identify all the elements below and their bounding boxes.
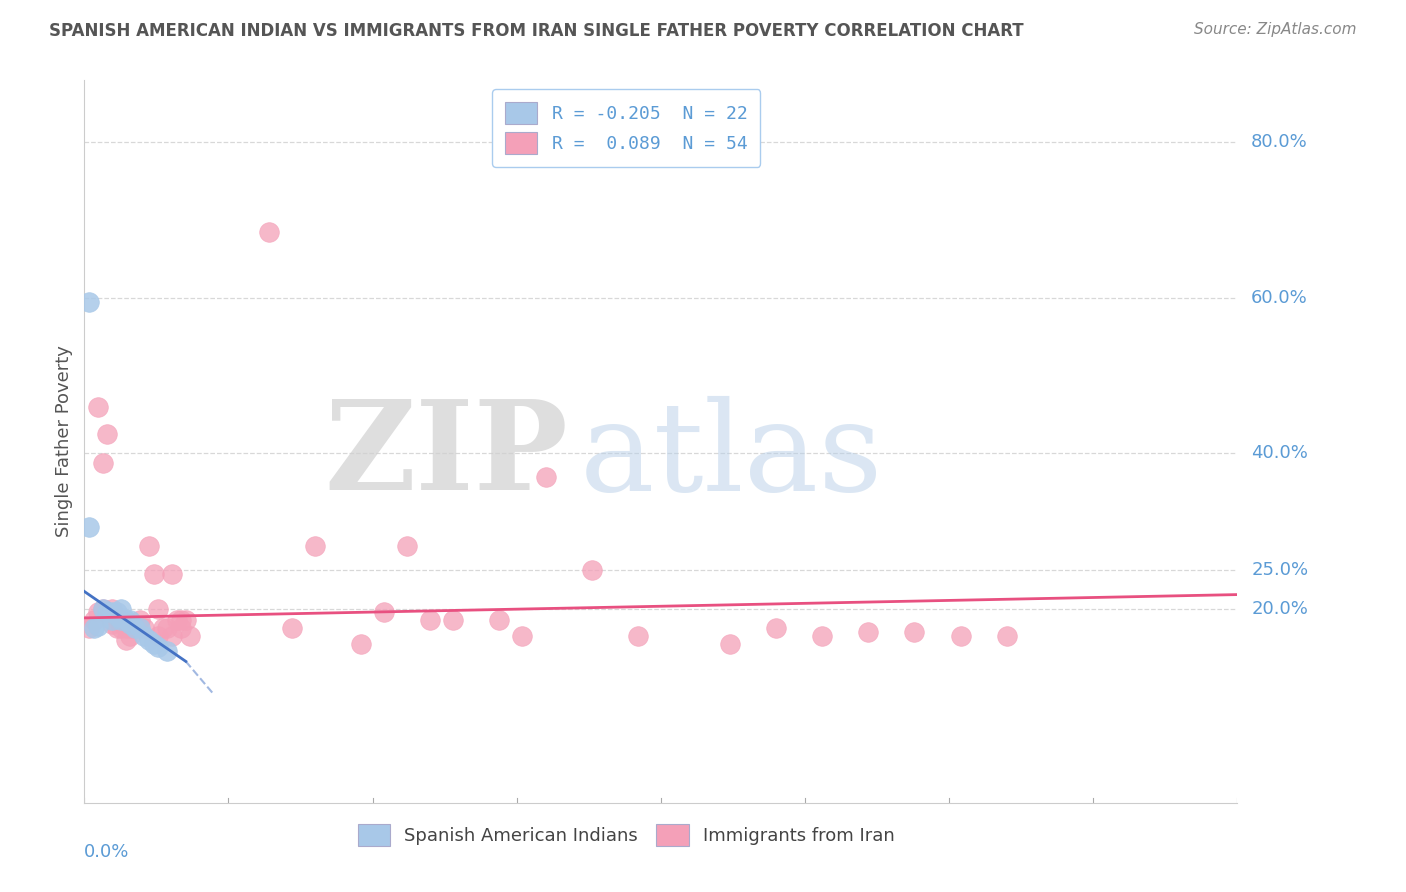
Point [87,618,110,632]
Point [488,613,510,627]
Point [174,613,197,627]
Point [128,621,150,635]
Point [441,613,464,627]
Point [77,621,100,635]
Point [138,632,160,647]
Point [396,540,419,554]
Point [627,629,650,643]
Point [142,566,165,581]
Point [110,601,132,615]
Text: 60.0%: 60.0% [1251,289,1308,307]
Point [419,613,441,627]
Point [91,601,114,615]
Point [101,601,124,615]
Point [115,621,138,635]
Point [83,613,105,627]
Point [77,520,100,534]
Point [120,629,142,643]
Point [765,621,787,635]
Point [110,613,132,627]
Point [903,624,925,639]
Point [304,540,326,554]
Point [373,606,395,620]
Text: 80.0%: 80.0% [1251,134,1308,152]
Y-axis label: Single Father Poverty: Single Father Poverty [55,345,73,538]
Text: 40.0%: 40.0% [1251,444,1308,462]
Point [138,540,160,554]
Point [257,225,280,239]
Point [134,621,156,635]
Point [179,629,201,643]
Legend: Spanish American Indians, Immigrants from Iran: Spanish American Indians, Immigrants fro… [349,815,904,855]
Point [160,566,183,581]
Point [512,629,534,643]
Point [858,624,880,639]
Point [124,621,146,635]
Point [160,629,183,643]
Point [156,621,179,635]
Point [534,469,557,483]
Point [811,629,834,643]
Point [581,563,603,577]
Point [146,640,169,655]
Text: 25.0%: 25.0% [1251,561,1309,579]
Point [142,636,165,650]
Point [87,606,110,620]
Point [281,621,304,635]
Point [83,621,105,635]
Point [96,426,118,441]
Point [115,632,138,647]
Point [91,601,114,615]
Point [91,456,114,470]
Point [718,636,741,650]
Point [105,609,128,624]
Point [124,621,146,635]
Point [115,613,138,627]
Text: 0.0%: 0.0% [84,843,129,861]
Point [128,613,150,627]
Point [350,636,373,650]
Point [120,621,142,635]
Point [101,606,124,620]
Text: ZIP: ZIP [325,395,568,516]
Point [152,621,174,635]
Point [110,621,132,635]
Point [96,606,118,620]
Text: SPANISH AMERICAN INDIAN VS IMMIGRANTS FROM IRAN SINGLE FATHER POVERTY CORRELATIO: SPANISH AMERICAN INDIAN VS IMMIGRANTS FR… [49,22,1024,40]
Point [995,629,1018,643]
Point [87,400,110,414]
Point [101,613,124,627]
Text: 20.0%: 20.0% [1251,599,1308,617]
Point [77,294,100,309]
Point [101,617,124,632]
Point [110,613,132,627]
Text: Source: ZipAtlas.com: Source: ZipAtlas.com [1194,22,1357,37]
Point [949,629,972,643]
Point [170,613,193,627]
Point [105,613,128,627]
Point [96,606,118,620]
Point [134,629,156,643]
Point [166,613,188,627]
Point [120,617,142,632]
Point [120,613,142,627]
Text: atlas: atlas [581,395,883,516]
Point [170,621,193,635]
Point [146,629,169,643]
Point [105,606,128,620]
Point [146,601,169,615]
Point [105,621,128,635]
Point [156,644,179,658]
